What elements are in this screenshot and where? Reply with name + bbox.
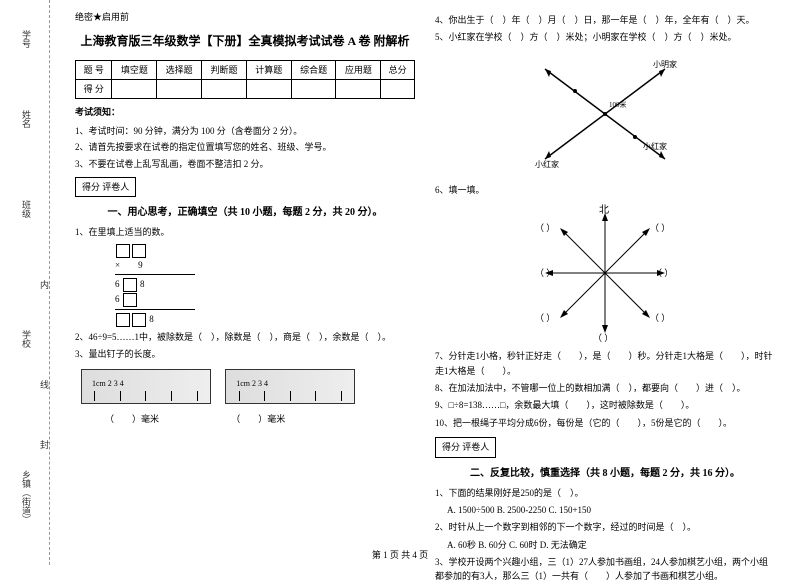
r3b: 8 <box>149 314 154 324</box>
svg-text:（ ）: （ ） <box>535 313 555 323</box>
x-label-br: 小红家 <box>643 141 667 151</box>
ruler2-labels: 1cm 2 3 4 <box>236 378 268 391</box>
compass-north: 北 <box>599 204 609 216</box>
svg-text:（ ）: （ ） <box>650 223 670 233</box>
svg-text:（ ）: （ ） <box>535 223 555 233</box>
th-num: 题 号 <box>76 60 112 79</box>
left-column: 绝密★启用前 上海教育版三年级数学【下册】全真模拟考试试卷 A 卷 附解析 题 … <box>65 10 425 555</box>
svg-text:（ ）: （ ） <box>535 268 555 278</box>
x-label-100: 100米 <box>609 100 627 109</box>
x-label-bl: 小红家 <box>535 159 559 169</box>
binding-margin: 学号 姓名 班级 学校 乡镇（街道） 内 线 封 <box>0 0 50 565</box>
x-label-tr: 小明家 <box>653 59 677 69</box>
exam-title: 上海教育版三年级数学【下册】全真模拟考试试卷 A 卷 附解析 <box>75 32 415 51</box>
multiplication-block: × 9 6 8 6 8 <box>115 243 415 327</box>
times-sign: × <box>115 260 120 270</box>
notice-2: 2、请首先按要求在试卷的指定位置填写您的姓名、班级、学号。 <box>75 140 415 154</box>
bind-mark-xian: 线 <box>38 380 51 389</box>
th-choice: 选择题 <box>157 60 202 79</box>
r1a: 6 <box>115 279 120 289</box>
score-table: 题 号 填空题 选择题 判断题 计算题 综合题 应用题 总分 得 分 <box>75 60 415 100</box>
th-app: 应用题 <box>336 60 381 79</box>
rulers: 1cm 2 3 4 1cm 2 3 4 <box>75 365 415 412</box>
ruler-answers: （ ）毫米 （ ）毫米 <box>75 412 415 426</box>
q6: 6、填一填。 <box>435 183 775 197</box>
s2q2: 2、时针从上一个数字到相邻的下一个数字，经过的时间是（ ）。 <box>435 520 775 534</box>
s2q1-opts: A. 1500÷500 B. 2500-2250 C. 150+150 <box>435 503 775 517</box>
ruler1-labels: 1cm 2 3 4 <box>92 378 124 391</box>
q7: 7、分针走1小格，秒针正好走（ ），是（ ）秒。分针走1大格是（ ），时针走1大… <box>435 349 775 378</box>
svg-text:（ ）: （ ） <box>653 268 673 278</box>
bind-label-town: 乡镇（街道） <box>20 470 33 524</box>
q1: 1、在里填上适当的数。 <box>75 225 415 239</box>
bind-label-name: 姓名 <box>20 110 33 128</box>
section1-title: 一、用心思考，正确填空（共 10 小题，每题 2 分，共 20 分）。 <box>75 205 415 221</box>
notice-1: 1、考试时间：90 分钟，满分为 100 分（含卷面分 2 分）。 <box>75 124 415 138</box>
q2: 2、46÷9=5……1中，被除数是（ ），除数是（ ），商是（ ），余数是（ ）… <box>75 330 415 344</box>
bind-label-class: 班级 <box>20 200 33 218</box>
compass-diagram: 北 （ ） （ ） （ ） （ ） （ ） （ ） （ ） <box>535 203 675 343</box>
nine: 9 <box>138 260 143 270</box>
q8: 8、在加法加法中，不管哪一位上的数相加满（ ），都要向（ ）进（ ）。 <box>435 381 775 395</box>
section2-title: 二、反复比较，慎重选择（共 8 小题，每题 2 分，共 16 分）。 <box>435 466 775 482</box>
page-footer: 第 1 页 共 4 页 <box>0 548 800 561</box>
q4: 4、你出生于（ ）年（ ）月（ ）日，那一年是（ ）年，全年有（ ）天。 <box>435 13 775 27</box>
instructions: 1、考试时间：90 分钟，满分为 100 分（含卷面分 2 分）。 2、请首先按… <box>75 124 415 171</box>
q3: 3、量出钉子的长度。 <box>75 347 415 361</box>
th-fill: 填空题 <box>112 60 157 79</box>
ruler-1: 1cm 2 3 4 <box>81 369 211 404</box>
th-comp: 综合题 <box>291 60 336 79</box>
secret-label: 绝密★启用前 <box>75 10 415 24</box>
bind-mark-feng: 封 <box>38 440 51 449</box>
notice-heading: 考试须知： <box>75 105 415 119</box>
right-column: 4、你出生于（ ）年（ ）月（ ）日，那一年是（ ）年，全年有（ ）天。 5、小… <box>425 10 785 555</box>
notice-3: 3、不要在试卷上乱写乱画，卷面不整洁扣 2 分。 <box>75 157 415 171</box>
bind-label-school: 学校 <box>20 330 33 348</box>
q9: 9、□÷8=138……□，余数最大填（ ），这时被除数是（ ）。 <box>435 398 775 412</box>
bind-mark-nei: 内 <box>38 280 51 289</box>
th-judge: 判断题 <box>202 60 247 79</box>
content-area: 绝密★启用前 上海教育版三年级数学【下册】全真模拟考试试卷 A 卷 附解析 题 … <box>50 0 800 565</box>
svg-text:（ ）: （ ） <box>593 333 613 343</box>
scorer-box-1: 得分 评卷人 <box>75 177 136 197</box>
td-score: 得 分 <box>76 79 112 98</box>
r1b: 8 <box>140 279 145 289</box>
q10: 10、把一根绳子平均分成6份，每份是（它的（ ），5份是它的（ ）。 <box>435 416 775 430</box>
r2a: 6 <box>115 294 120 304</box>
ruler2-unit: （ ）毫米 <box>231 414 285 424</box>
scorer-box-2: 得分 评卷人 <box>435 437 496 457</box>
x-diagram: 小明家 小红家 小红家 100米 <box>525 49 685 179</box>
q5: 5、小红家在学校（ ）方（ ）米处；小明家在学校（ ）方（ ）米处。 <box>435 30 775 44</box>
bind-label-id: 学号 <box>20 30 33 48</box>
th-total: 总分 <box>381 60 415 79</box>
th-calc: 计算题 <box>246 60 291 79</box>
ruler1-unit: （ ）毫米 <box>105 414 159 424</box>
ruler-2: 1cm 2 3 4 <box>225 369 355 404</box>
s2q1: 1、下面的结果刚好是250的是（ ）。 <box>435 486 775 500</box>
svg-text:（ ）: （ ） <box>650 313 670 323</box>
